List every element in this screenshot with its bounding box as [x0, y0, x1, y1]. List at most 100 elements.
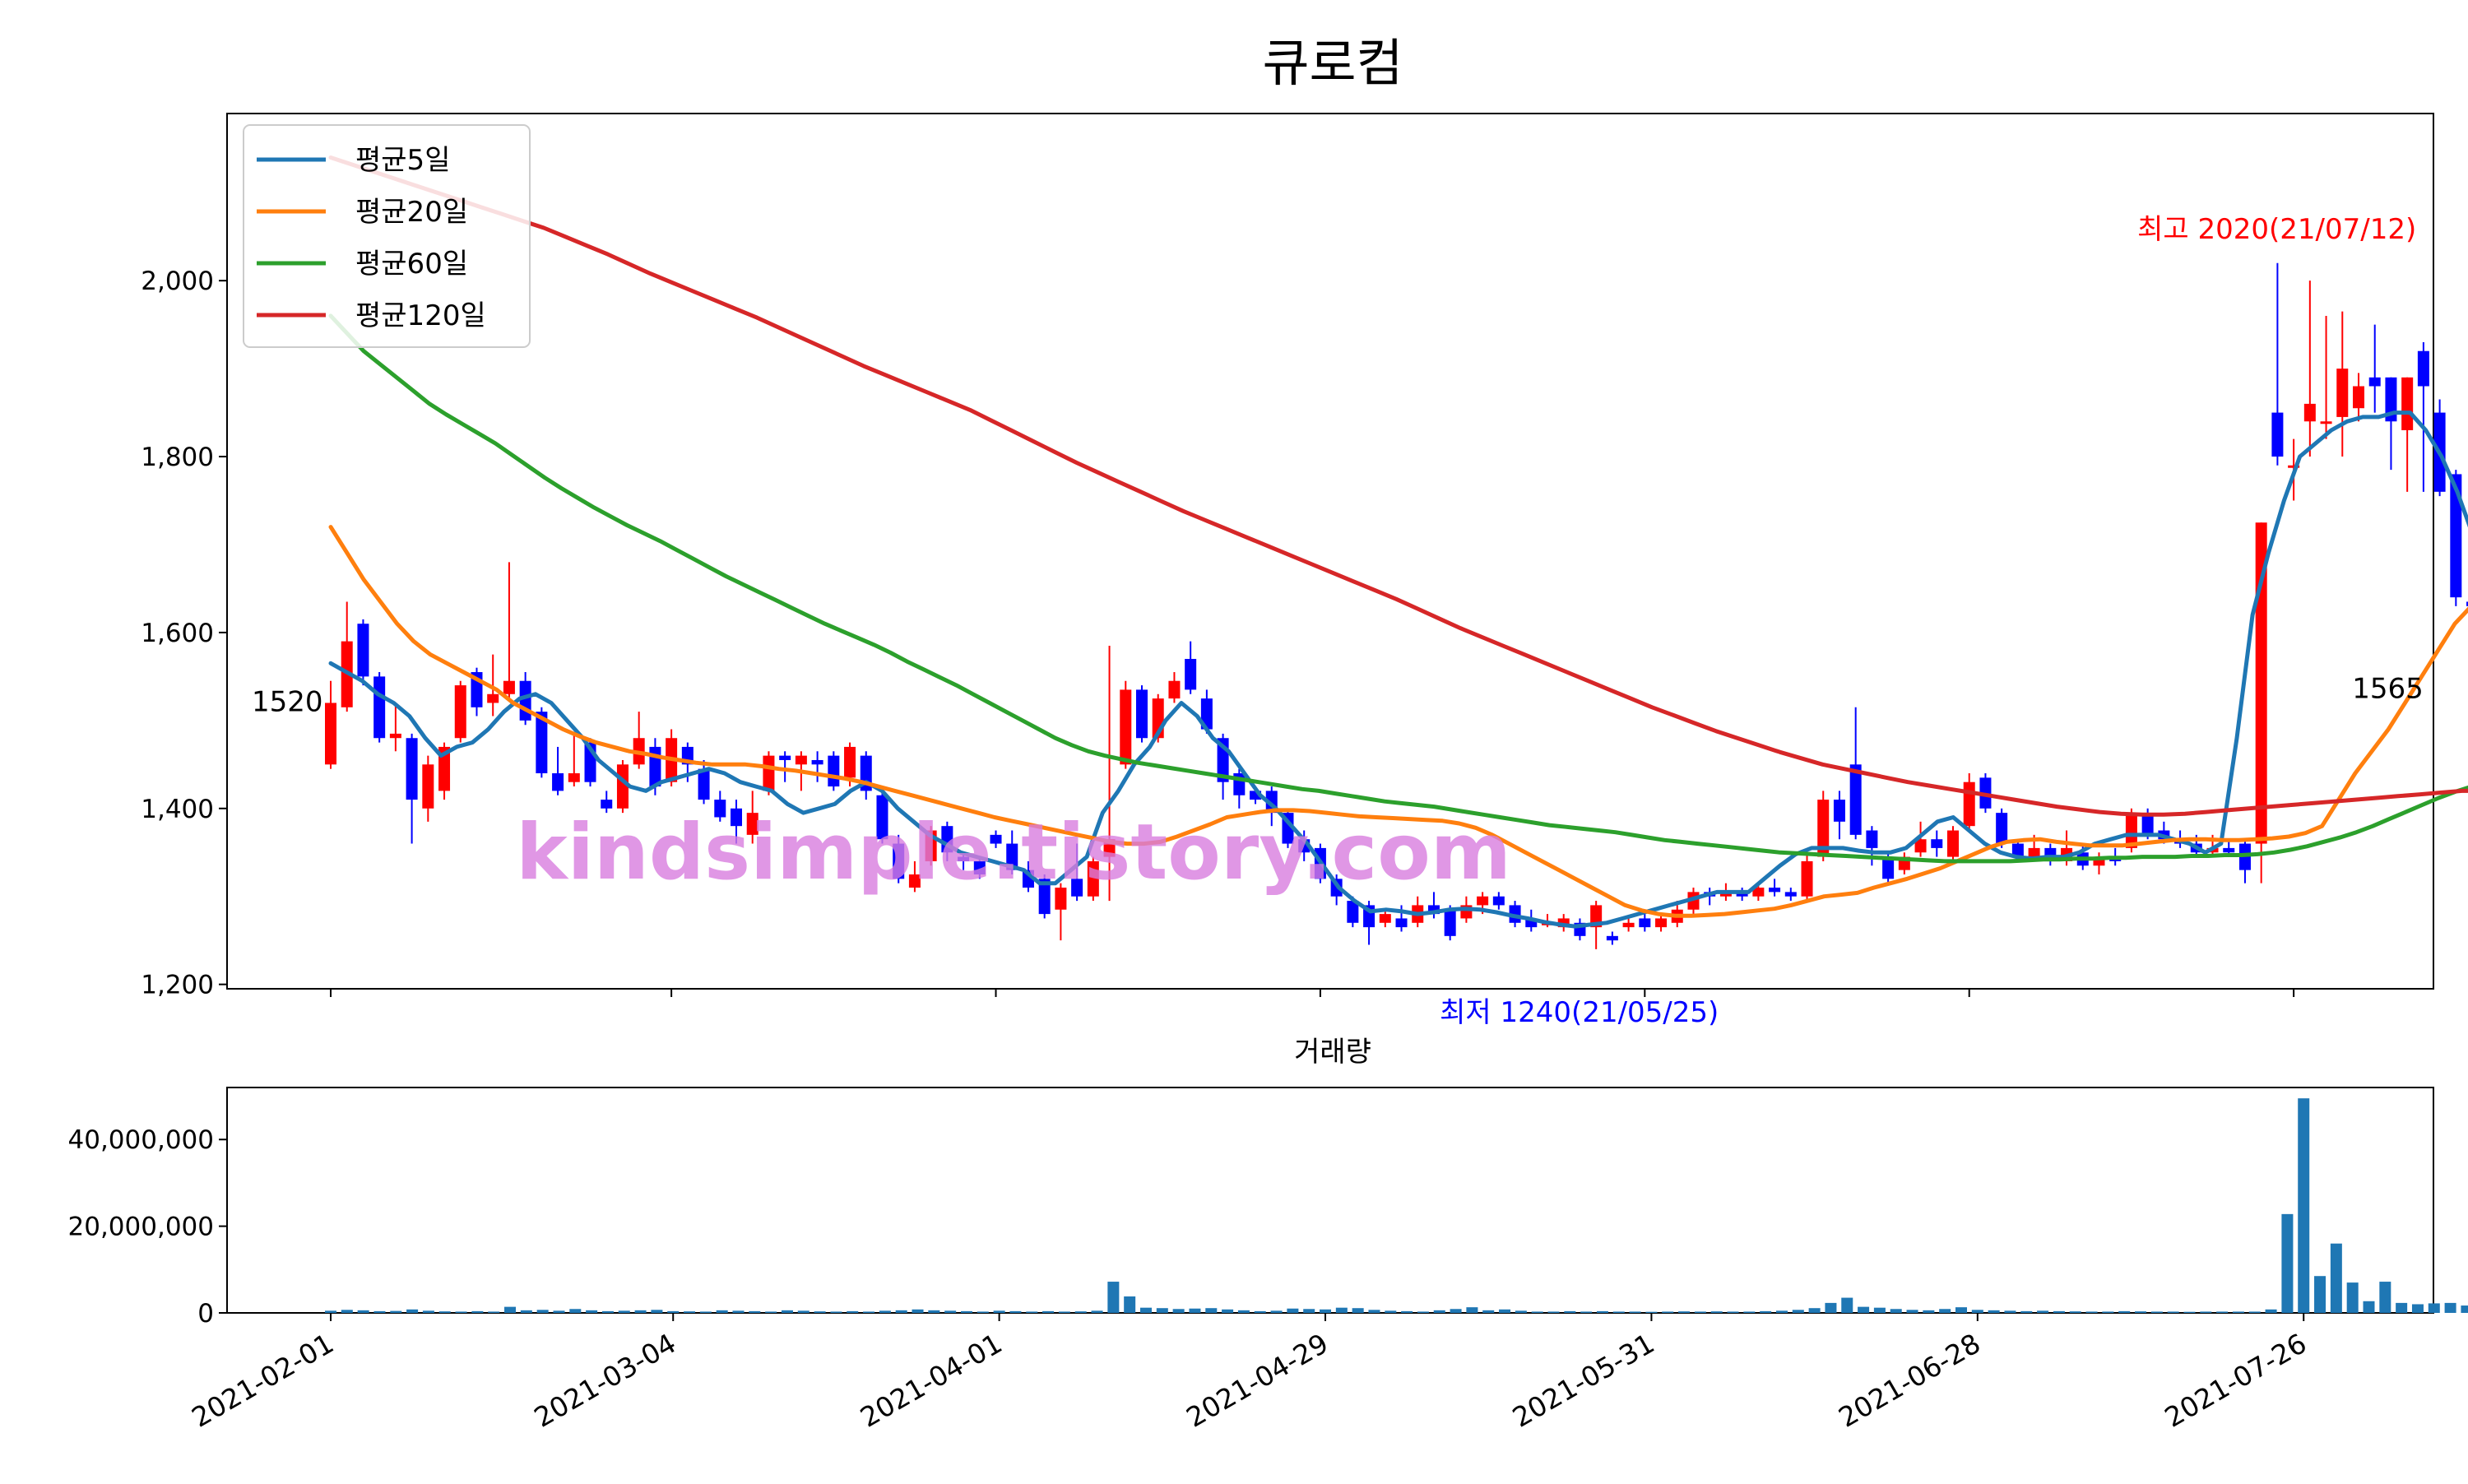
volume-bar — [1107, 1282, 1120, 1313]
volume-bar — [1923, 1310, 1935, 1313]
candle-body — [2271, 412, 2284, 457]
candle-body — [1168, 680, 1181, 699]
volume-bar — [2428, 1303, 2440, 1313]
candle-body — [325, 703, 336, 765]
volume-bar — [2265, 1309, 2277, 1313]
volume-bar — [2053, 1310, 2065, 1313]
volume-bar — [2037, 1310, 2049, 1313]
volume-bar — [2216, 1311, 2229, 1313]
candle-body — [908, 874, 921, 888]
volume-bar — [667, 1310, 680, 1313]
price-y-tick-label: 1,600 — [141, 619, 214, 648]
candle-body — [1136, 689, 1148, 739]
volume-bar — [716, 1310, 728, 1313]
legend-entry: 평균60일 — [355, 248, 468, 281]
candle-body — [2417, 350, 2429, 387]
volume-bar — [1873, 1307, 1886, 1313]
volume-bar — [325, 1310, 336, 1313]
volume-bar — [977, 1311, 989, 1313]
legend-box — [243, 124, 531, 348]
candle-body — [2368, 377, 2381, 387]
candle-body — [2401, 377, 2414, 430]
volume-bar — [1515, 1310, 1527, 1313]
volume-bar — [2167, 1311, 2179, 1313]
volume-y-tick-label: 0 — [197, 1299, 214, 1329]
volume-bar — [422, 1310, 434, 1313]
volume-bar — [1352, 1308, 1364, 1313]
volume-bar — [1237, 1310, 1250, 1313]
volume-bar — [1417, 1311, 1429, 1313]
volume-bar — [2461, 1305, 2468, 1313]
volume-bar — [1531, 1311, 1543, 1313]
candle-body — [536, 712, 548, 774]
moving-average-line — [328, 155, 2468, 817]
volume-bar — [1172, 1309, 1185, 1313]
candle-body — [1606, 935, 1618, 941]
volume-bar — [1450, 1309, 1462, 1313]
candle-body — [1427, 905, 1440, 915]
volume-bar — [1825, 1302, 1837, 1313]
volume-bar — [895, 1310, 907, 1313]
candle-body — [1087, 860, 1099, 897]
volume-bar — [1091, 1310, 1103, 1313]
candle-body — [779, 755, 791, 760]
volume-bar — [504, 1306, 517, 1313]
volume-bar — [1808, 1308, 1821, 1313]
candle-body — [357, 624, 369, 677]
candle-body — [746, 813, 758, 835]
candle-body — [2255, 522, 2267, 844]
volume-bar — [2248, 1311, 2261, 1313]
candle-body — [1477, 896, 1489, 906]
volume-bar — [634, 1310, 647, 1313]
volume-bar — [2102, 1311, 2114, 1313]
volume-bar — [553, 1310, 565, 1313]
candle-body — [2011, 843, 2024, 857]
candle-body — [828, 755, 840, 787]
candle-body — [714, 800, 726, 818]
volume-bar — [1596, 1310, 1608, 1313]
volume-bar — [1629, 1311, 1641, 1313]
volume-bar — [1042, 1310, 1055, 1313]
price-y-tick-label: 1,800 — [141, 443, 214, 472]
volume-bar — [2346, 1282, 2359, 1313]
volume-bar — [357, 1310, 369, 1313]
volume-bar — [1858, 1306, 1870, 1313]
volume-bar — [2085, 1311, 2098, 1313]
candle-body — [1185, 658, 1197, 690]
volume-bar — [586, 1310, 598, 1313]
volume-bar — [732, 1310, 745, 1313]
candle-body — [2141, 813, 2154, 835]
volume-bar — [2396, 1302, 2408, 1313]
volume-bar — [2330, 1243, 2342, 1313]
volume-bars — [325, 1098, 2468, 1313]
volume-bar — [879, 1310, 891, 1313]
volume-bar — [1124, 1296, 1136, 1313]
candle-body — [1395, 918, 1408, 928]
volume-bar — [1743, 1311, 1756, 1313]
volume-bar — [651, 1310, 663, 1313]
volume-bar — [1939, 1309, 1951, 1313]
volume-bar — [1841, 1297, 1853, 1313]
volume-bar — [471, 1310, 484, 1313]
volume-bar — [2004, 1310, 2016, 1313]
volume-bar — [488, 1311, 500, 1313]
annotation-label: 1520 — [252, 685, 323, 718]
candle-body — [487, 693, 499, 703]
volume-bar — [2444, 1302, 2456, 1313]
volume-bar — [1254, 1310, 1266, 1313]
volume-bar — [601, 1310, 614, 1313]
volume-bar — [1971, 1310, 1983, 1313]
volume-bar — [2069, 1311, 2081, 1313]
volume-chart-title: 거래량 — [1294, 1036, 1371, 1069]
volume-bar — [1890, 1309, 1902, 1313]
volume-bar — [569, 1309, 582, 1313]
volume-bar — [1335, 1307, 1348, 1313]
volume-bar — [699, 1311, 712, 1313]
volume-bar — [1385, 1310, 1397, 1313]
volume-bar — [993, 1310, 1005, 1313]
volume-bar — [781, 1310, 793, 1313]
moving-average-line — [328, 313, 2468, 864]
volume-bar — [1270, 1310, 1283, 1313]
volume-bar — [684, 1311, 696, 1313]
